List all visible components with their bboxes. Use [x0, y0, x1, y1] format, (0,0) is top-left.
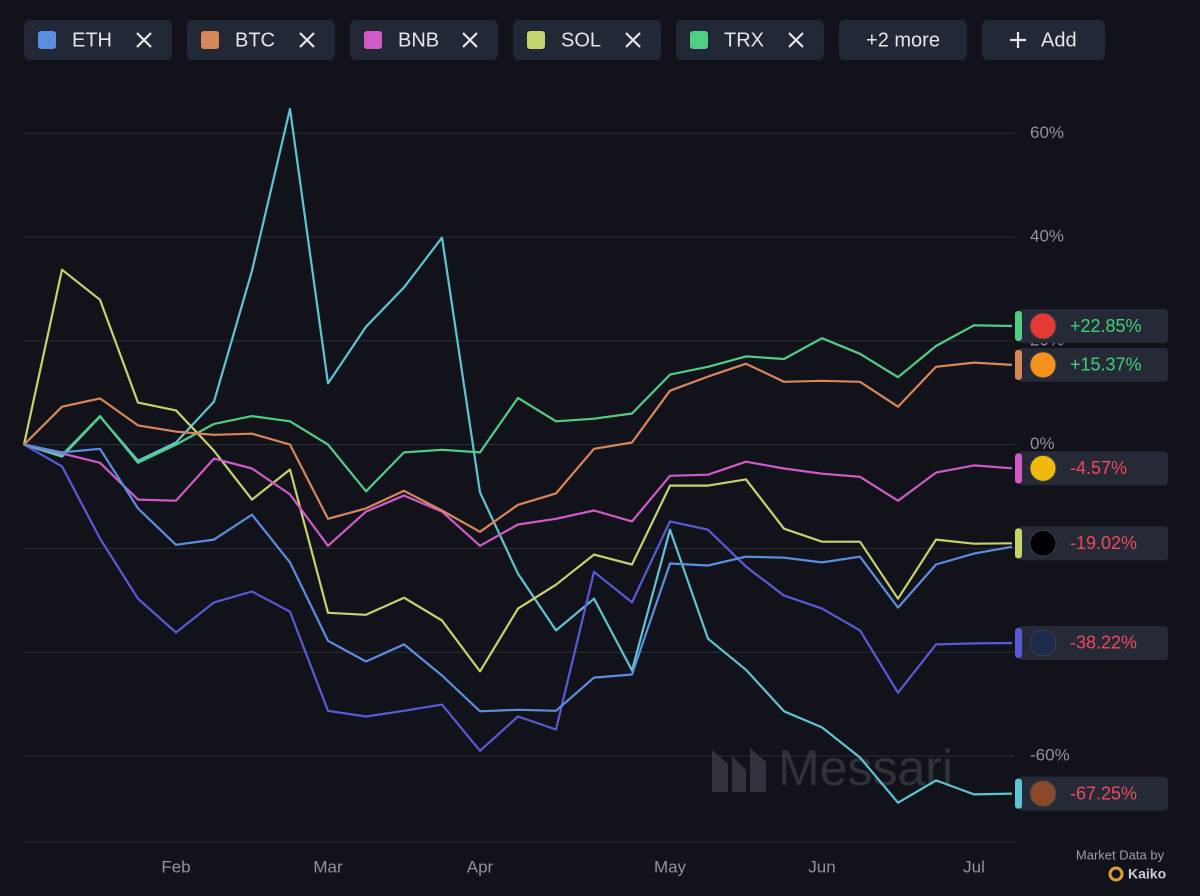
badge-icon — [1029, 529, 1057, 557]
x-tick-label: Jul — [963, 857, 985, 876]
series-line — [23, 443, 1013, 713]
end-badge: +15.37% — [1015, 347, 1168, 382]
legend-swatch — [201, 31, 219, 49]
watermark-text: Messari — [778, 740, 953, 796]
badge-label: -38.22% — [1070, 633, 1137, 653]
legend-label: ETH — [72, 29, 112, 51]
series-line — [23, 107, 1013, 804]
legend-swatch — [527, 31, 545, 49]
y-tick-label: 0% — [1030, 434, 1055, 453]
legend-swatch — [38, 31, 56, 49]
legend-label: BNB — [398, 29, 439, 51]
y-tick-label: 60% — [1030, 123, 1064, 142]
end-badge: -4.57% — [1015, 451, 1168, 486]
series-line — [23, 324, 1013, 493]
end-badge: -38.22% — [1015, 625, 1168, 660]
legend-remove-icon[interactable] — [625, 32, 641, 48]
badge-color-bar — [1015, 453, 1022, 484]
legend-swatch — [364, 31, 382, 49]
badge-color-bar — [1015, 528, 1022, 559]
end-badge: -67.25% — [1015, 776, 1168, 811]
badge-color-bar — [1015, 349, 1022, 380]
add-icon — [1010, 32, 1026, 48]
end-badge: +22.85% — [1015, 309, 1168, 344]
end-badge: -19.02% — [1015, 526, 1168, 561]
badge-bg — [1018, 347, 1168, 382]
series-line — [23, 443, 1013, 752]
badge-bg — [1018, 451, 1168, 486]
legend-chip[interactable] — [187, 20, 335, 60]
legend-remove-icon[interactable] — [462, 32, 478, 48]
x-tick-label: Jun — [808, 857, 835, 876]
end-badges: +15.37% -4.57% -19.02% +22.85% -38.22% -67.25… — [1015, 309, 1168, 811]
badge-bg — [1018, 309, 1168, 344]
badge-icon — [1029, 351, 1057, 379]
credit: Market Data by — [1076, 847, 1165, 862]
more-button-label: +2 more — [866, 29, 940, 51]
lines — [22, 107, 1013, 804]
legend-label: TRX — [724, 29, 764, 51]
legend-label: SOL — [561, 29, 601, 51]
x-axis: Feb Mar Apr May Jun Jul — [161, 857, 985, 876]
legend-remove-icon[interactable] — [136, 32, 152, 48]
badge-color-bar — [1015, 778, 1022, 809]
badge-color-bar — [1015, 627, 1022, 658]
badge-bg — [1018, 776, 1168, 811]
badge-icon — [1029, 312, 1057, 340]
watermark-logo — [712, 748, 766, 792]
badge-icon — [1029, 629, 1057, 657]
legend-label: BTC — [235, 29, 275, 51]
legend-swatch — [690, 31, 708, 49]
legend-chip[interactable] — [24, 20, 172, 60]
legend-remove-icon[interactable] — [788, 32, 804, 48]
legend: ETH BTC BNB SOL TRX +2 more Add — [24, 20, 1105, 60]
legend-chip[interactable] — [350, 20, 498, 60]
credit-brand: Kaiko — [1128, 866, 1166, 882]
badge-label: +22.85% — [1070, 316, 1142, 336]
kaiko-icon — [1108, 866, 1124, 882]
series-line — [23, 443, 1013, 547]
badge-label: -67.25% — [1070, 783, 1137, 803]
x-tick-label: Apr — [467, 857, 494, 876]
y-tick-label: 40% — [1030, 227, 1064, 246]
legend-chip[interactable] — [839, 20, 967, 60]
x-tick-label: Mar — [313, 857, 343, 876]
badge-label: +15.37% — [1070, 355, 1142, 375]
badge-label: -19.02% — [1070, 533, 1137, 553]
badge-label: -4.57% — [1070, 458, 1127, 478]
series-line — [22, 268, 1013, 673]
add-button-label: Add — [1041, 29, 1077, 51]
badge-bg — [1018, 526, 1168, 561]
badge-color-bar — [1015, 311, 1022, 342]
x-tick-label: May — [654, 857, 687, 876]
legend-chip[interactable] — [982, 20, 1105, 60]
legend-remove-icon[interactable] — [299, 32, 315, 48]
badge-icon — [1029, 454, 1057, 482]
legend-chip[interactable] — [513, 20, 661, 60]
y-tick-label: -60% — [1030, 745, 1070, 764]
series-line — [23, 361, 1013, 533]
badge-icon — [1029, 780, 1057, 808]
legend-chip[interactable] — [676, 20, 824, 60]
badge-bg — [1018, 625, 1168, 660]
x-tick-label: Feb — [161, 857, 190, 876]
